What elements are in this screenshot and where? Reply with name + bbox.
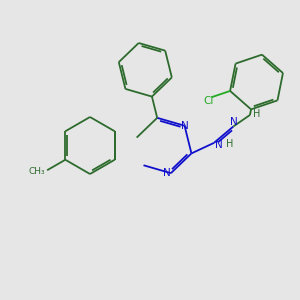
- Text: H: H: [253, 109, 260, 118]
- Text: N: N: [215, 140, 223, 150]
- Text: Cl: Cl: [203, 96, 214, 106]
- Text: H: H: [226, 139, 233, 148]
- Text: CH₃: CH₃: [28, 167, 45, 176]
- Text: N: N: [181, 121, 188, 131]
- Text: N: N: [230, 117, 237, 127]
- Text: N: N: [163, 168, 171, 178]
